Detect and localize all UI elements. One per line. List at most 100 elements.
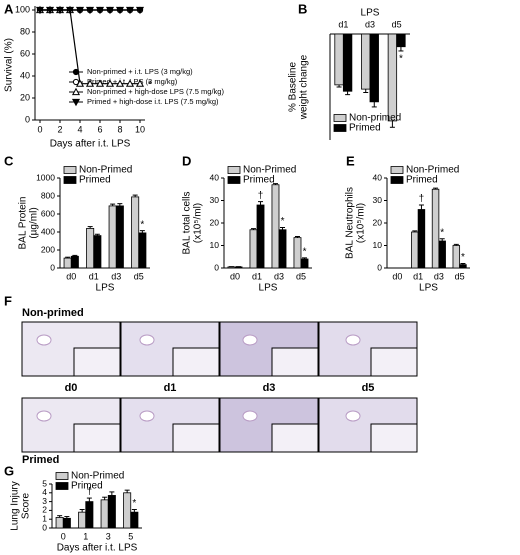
legend-swatch — [333, 114, 347, 122]
error-bar — [302, 257, 308, 259]
legend-label: Non-primed + high-dose LPS (7.5 mg/kg) — [87, 87, 224, 96]
bar — [369, 33, 379, 103]
legend-label: Non-primed — [349, 113, 401, 124]
x-tick-label: 0 — [37, 124, 42, 134]
panel-letter: A — [4, 1, 14, 16]
error-bar — [460, 263, 466, 265]
panel-letter: D — [182, 153, 191, 168]
x-tick-label: d3 — [274, 271, 284, 281]
legend-label: Non-primed + i.t. LPS (3 mg/kg) — [87, 67, 193, 76]
y-tick-label: 20 — [210, 217, 220, 227]
point — [135, 6, 145, 15]
bar — [55, 517, 64, 529]
bar — [300, 258, 309, 269]
bar — [86, 227, 95, 269]
bar — [459, 264, 467, 269]
error-bar — [345, 91, 351, 96]
panel-letter: C — [4, 153, 14, 168]
error-bar — [94, 233, 100, 236]
y-axis-label: BAL Neutrophils — [345, 187, 356, 259]
y-axis-label: Lung Injury — [10, 481, 21, 530]
column-label: d3 — [263, 382, 276, 394]
micrograph-inset — [271, 347, 319, 377]
x-tick-label: d1 — [338, 19, 348, 29]
error-bar — [250, 228, 256, 230]
error-bar — [87, 226, 93, 229]
point — [72, 78, 80, 86]
y-axis-label: Survival (%) — [4, 38, 15, 92]
x-tick-label: 2 — [57, 124, 62, 134]
x-tick-label: d3 — [434, 271, 444, 281]
y-axis-label: (µg/ml) — [29, 207, 40, 238]
point — [35, 6, 45, 15]
y-tick-label: 0 — [214, 262, 219, 272]
point — [95, 6, 105, 15]
bar — [417, 209, 426, 269]
x-tick-label: 10 — [135, 124, 145, 134]
point — [105, 6, 115, 15]
point — [85, 6, 95, 15]
point — [85, 79, 95, 87]
y-tick-label: 60 — [20, 48, 30, 58]
x-tick-label: 8 — [117, 124, 122, 134]
bar — [411, 231, 419, 269]
y-tick-label: 400 — [41, 226, 55, 236]
airway — [139, 334, 155, 346]
y-tick-label: 1 — [42, 513, 47, 523]
micrograph-inset — [73, 423, 121, 453]
legend-label: Non-Primed — [243, 165, 296, 176]
y-axis-label: % Baseline — [288, 62, 299, 112]
airway — [242, 410, 258, 422]
bar — [131, 196, 140, 269]
legend-label: Non-Primed — [71, 471, 124, 482]
y-tick-label: 800 — [41, 190, 55, 200]
y-tick-label: 30 — [210, 195, 220, 205]
legend-swatch — [333, 124, 347, 132]
x-tick-label: d0 — [392, 271, 402, 281]
error-bar — [117, 203, 123, 206]
legend-label: Primed + high-dose i.t. LPS (7.5 mg/kg) — [87, 97, 219, 106]
significance-label: * — [461, 252, 465, 263]
y-axis-label: weight change — [299, 54, 310, 120]
y-tick-label: 40 — [373, 172, 383, 182]
error-bar — [363, 89, 369, 94]
x-tick-label: d5 — [455, 271, 465, 281]
legend-label: Primed — [406, 175, 438, 186]
point — [125, 6, 135, 15]
x-tick-label: 6 — [97, 124, 102, 134]
x-tick-label: 0 — [61, 531, 66, 541]
y-tick-label: 0 — [377, 262, 382, 272]
point — [55, 6, 65, 15]
panel-letter: E — [346, 153, 355, 168]
x-axis-label: LPS — [419, 283, 438, 294]
y-axis-label: BAL Protein — [18, 197, 29, 250]
significance-label: † — [87, 487, 93, 498]
x-tick-label: 4 — [77, 124, 82, 134]
significance-label: * — [148, 79, 152, 90]
legend-label: Primed — [349, 123, 381, 134]
bar — [123, 492, 132, 529]
column-label: d5 — [362, 382, 375, 394]
legend-swatch — [227, 166, 241, 174]
airway — [36, 410, 52, 422]
bar — [278, 229, 287, 269]
significance-label: * — [399, 54, 403, 65]
bar — [387, 33, 398, 122]
point — [95, 79, 105, 87]
legend-swatch — [55, 472, 69, 480]
x-tick-label: d1 — [413, 271, 423, 281]
micrograph-inset — [271, 423, 319, 453]
bar — [130, 511, 139, 529]
error-bar — [418, 204, 424, 210]
legend-label: Non-Primed — [79, 165, 132, 176]
bar — [62, 517, 71, 529]
point — [71, 98, 81, 107]
bar — [100, 499, 109, 529]
micrograph-inset — [370, 423, 418, 453]
x-tick-label: d3 — [365, 19, 375, 29]
y-tick-label: 30 — [373, 195, 383, 205]
legend-swatch — [390, 166, 404, 174]
panel-letter: G — [4, 463, 14, 478]
error-bar — [64, 516, 70, 519]
error-bar — [294, 236, 300, 238]
